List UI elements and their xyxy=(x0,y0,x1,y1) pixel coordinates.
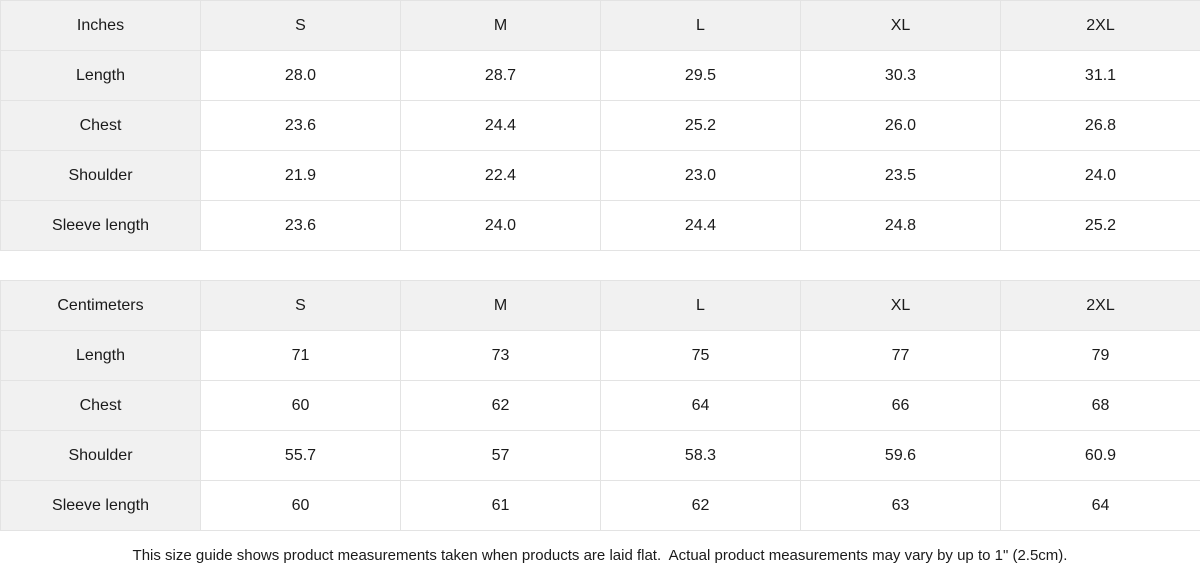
cell-sleeve-length-l: 24.4 xyxy=(600,200,801,251)
footnote-text: This size guide shows product measuremen… xyxy=(132,546,1068,564)
cell-length-l: 29.5 xyxy=(600,50,801,101)
table-header-row: Centimeters S M L XL 2XL xyxy=(0,280,1200,332)
cell-sleeve-length-s: 23.6 xyxy=(200,200,401,251)
unit-label-centimeters: Centimeters xyxy=(0,280,201,332)
row-label-length: Length xyxy=(0,330,201,382)
cell-sleeve-length-m: 61 xyxy=(400,480,601,532)
cell-length-2xl: 79 xyxy=(1000,330,1200,382)
row-label-sleeve-length: Sleeve length xyxy=(0,200,201,251)
column-header-xl: XL xyxy=(800,280,1001,332)
size-table-inches-head: Inches S M L XL 2XL xyxy=(0,0,1200,51)
size-table-centimeters-body: Length 71 73 75 77 79 Chest 60 62 64 66 … xyxy=(0,330,1200,532)
row-label-shoulder: Shoulder xyxy=(0,150,201,201)
cell-length-m: 28.7 xyxy=(400,50,601,101)
row-label-chest: Chest xyxy=(0,100,201,151)
cell-shoulder-s: 21.9 xyxy=(200,150,401,201)
size-table-inches-body: Length 28.0 28.7 29.5 30.3 31.1 Chest 23… xyxy=(0,50,1200,251)
cell-length-2xl: 31.1 xyxy=(1000,50,1200,101)
cell-shoulder-2xl: 24.0 xyxy=(1000,150,1200,201)
cell-length-s: 71 xyxy=(200,330,401,382)
cell-length-xl: 30.3 xyxy=(800,50,1001,101)
cell-length-l: 75 xyxy=(600,330,801,382)
cell-sleeve-length-s: 60 xyxy=(200,480,401,532)
cell-sleeve-length-l: 62 xyxy=(600,480,801,532)
cell-chest-xl: 26.0 xyxy=(800,100,1001,151)
size-table-inches: Inches S M L XL 2XL Length 28.0 28.7 29.… xyxy=(0,0,1200,251)
cell-chest-2xl: 68 xyxy=(1000,380,1200,432)
cell-sleeve-length-xl: 63 xyxy=(800,480,1001,532)
cell-shoulder-xl: 23.5 xyxy=(800,150,1001,201)
column-header-m: M xyxy=(400,0,601,51)
column-header-s: S xyxy=(200,280,401,332)
size-guide-footnote: This size guide shows product measuremen… xyxy=(0,531,1200,580)
cell-chest-s: 60 xyxy=(200,380,401,432)
row-label-shoulder: Shoulder xyxy=(0,430,201,482)
cell-length-s: 28.0 xyxy=(200,50,401,101)
table-row: Shoulder 21.9 22.4 23.0 23.5 24.0 xyxy=(0,150,1200,201)
column-header-l: L xyxy=(600,0,801,51)
cell-length-m: 73 xyxy=(400,330,601,382)
cell-shoulder-2xl: 60.9 xyxy=(1000,430,1200,482)
cell-sleeve-length-2xl: 64 xyxy=(1000,480,1200,532)
cell-length-xl: 77 xyxy=(800,330,1001,382)
cell-shoulder-m: 22.4 xyxy=(400,150,601,201)
cell-shoulder-l: 23.0 xyxy=(600,150,801,201)
size-table-centimeters: Centimeters S M L XL 2XL Length 71 73 75… xyxy=(0,280,1200,532)
row-label-chest: Chest xyxy=(0,380,201,432)
column-header-s: S xyxy=(200,0,401,51)
column-header-2xl: 2XL xyxy=(1000,0,1200,51)
cell-sleeve-length-xl: 24.8 xyxy=(800,200,1001,251)
cell-chest-xl: 66 xyxy=(800,380,1001,432)
table-separator-gap xyxy=(0,251,1200,281)
cell-shoulder-l: 58.3 xyxy=(600,430,801,482)
table-row: Length 71 73 75 77 79 xyxy=(0,330,1200,382)
table-header-row: Inches S M L XL 2XL xyxy=(0,0,1200,51)
unit-label-inches: Inches xyxy=(0,0,201,51)
column-header-l: L xyxy=(600,280,801,332)
table-row: Chest 60 62 64 66 68 xyxy=(0,380,1200,432)
cell-shoulder-m: 57 xyxy=(400,430,601,482)
cell-chest-2xl: 26.8 xyxy=(1000,100,1200,151)
cell-chest-m: 62 xyxy=(400,380,601,432)
cell-chest-l: 25.2 xyxy=(600,100,801,151)
column-header-2xl: 2XL xyxy=(1000,280,1200,332)
column-header-m: M xyxy=(400,280,601,332)
cell-chest-l: 64 xyxy=(600,380,801,432)
table-row: Length 28.0 28.7 29.5 30.3 31.1 xyxy=(0,50,1200,101)
table-row: Sleeve length 60 61 62 63 64 xyxy=(0,480,1200,532)
row-label-length: Length xyxy=(0,50,201,101)
cell-shoulder-xl: 59.6 xyxy=(800,430,1001,482)
table-row: Shoulder 55.7 57 58.3 59.6 60.9 xyxy=(0,430,1200,482)
table-row: Sleeve length 23.6 24.0 24.4 24.8 25.2 xyxy=(0,200,1200,251)
cell-chest-m: 24.4 xyxy=(400,100,601,151)
cell-shoulder-s: 55.7 xyxy=(200,430,401,482)
cell-chest-s: 23.6 xyxy=(200,100,401,151)
cell-sleeve-length-2xl: 25.2 xyxy=(1000,200,1200,251)
cell-sleeve-length-m: 24.0 xyxy=(400,200,601,251)
row-label-sleeve-length: Sleeve length xyxy=(0,480,201,532)
size-table-centimeters-head: Centimeters S M L XL 2XL xyxy=(0,280,1200,332)
column-header-xl: XL xyxy=(800,0,1001,51)
table-row: Chest 23.6 24.4 25.2 26.0 26.8 xyxy=(0,100,1200,151)
